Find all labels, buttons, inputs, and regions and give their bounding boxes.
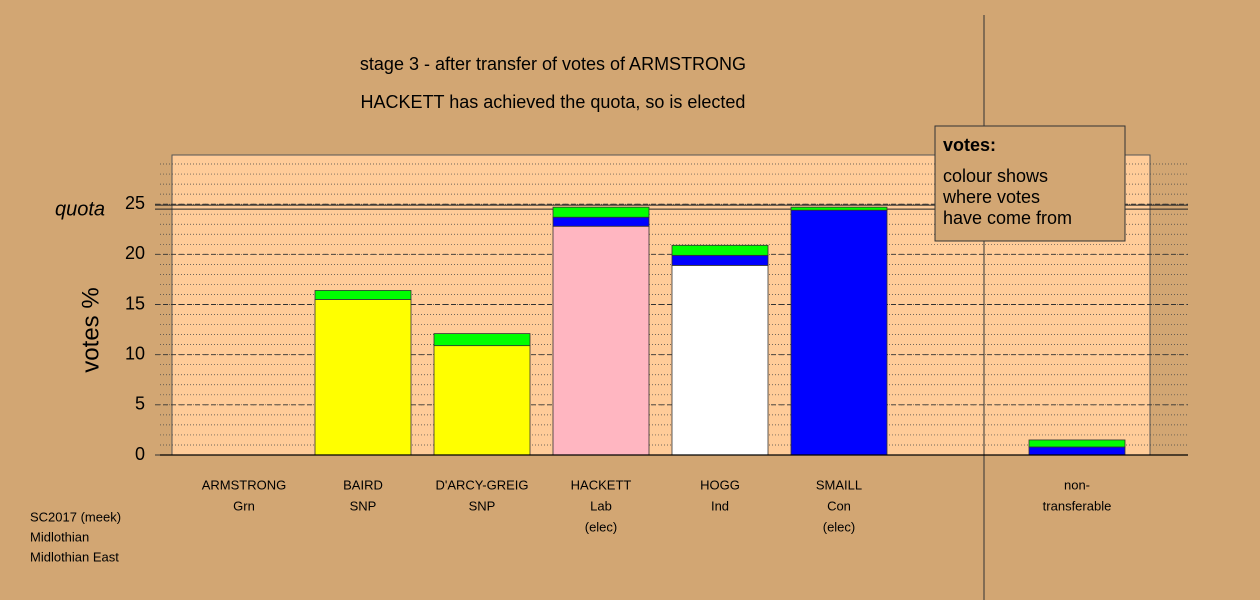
bar-segment [1028,446,1126,456]
bar-segment [552,225,650,456]
x-tick-sublabel: SNP [469,498,496,513]
x-tick-label: BAIRD [343,477,383,492]
y-tick-label: 20 [125,243,145,263]
bar-segment [314,290,412,300]
chart-subtitle: HACKETT has achieved the quota, so is el… [361,92,746,112]
bar-segment [790,209,888,456]
legend-line: have come from [943,208,1072,228]
x-tick-note: (elec) [823,519,856,534]
legend-line: where votes [942,187,1040,207]
bar-segment [433,345,531,456]
bar-segment [552,216,650,227]
y-tick-label: 25 [125,193,145,213]
bar-segment [314,299,412,456]
bar-segment [671,254,769,266]
bar-segment [552,206,650,218]
x-tick-note: (elec) [585,519,618,534]
legend-title: votes: [943,135,996,155]
x-tick-sublabel: SNP [350,498,377,513]
x-tick-label: HOGG [700,477,740,492]
legend: votes: colour shows where votes have com… [934,125,1126,242]
x-tick-sublabel: Con [827,498,851,513]
chart-title: stage 3 - after transfer of votes of ARM… [360,54,746,74]
footnote: SC2017 (meek) [30,509,121,524]
legend-line: colour shows [943,166,1048,186]
x-tick-sublabel: Ind [711,498,729,513]
y-tick-label: 10 [125,343,145,363]
x-tick-sublabel: Grn [233,498,255,513]
quota-label: quota [55,198,105,220]
y-tick-label: 15 [125,293,145,313]
footnote: Midlothian East [30,549,119,564]
bar-segment [671,244,769,256]
x-tick-label: non- [1064,477,1090,492]
x-tick-label: D'ARCY-GREIG [435,477,528,492]
y-axis-label: votes % [77,287,104,372]
bar-segment [790,206,888,211]
legend-box [934,125,1126,242]
bar-segment [433,333,531,347]
bar-segment [671,264,769,456]
bar-segment [1028,439,1126,448]
y-tick-label: 0 [135,444,145,464]
y-tick-label: 5 [135,394,145,414]
x-tick-sublabel: transferable [1043,498,1112,513]
x-tick-label: SMAILL [816,477,862,492]
footnote: Midlothian [30,529,89,544]
x-tick-label: HACKETT [571,477,632,492]
x-tick-label: ARMSTRONG [202,477,287,492]
x-tick-sublabel: Lab [590,498,612,513]
